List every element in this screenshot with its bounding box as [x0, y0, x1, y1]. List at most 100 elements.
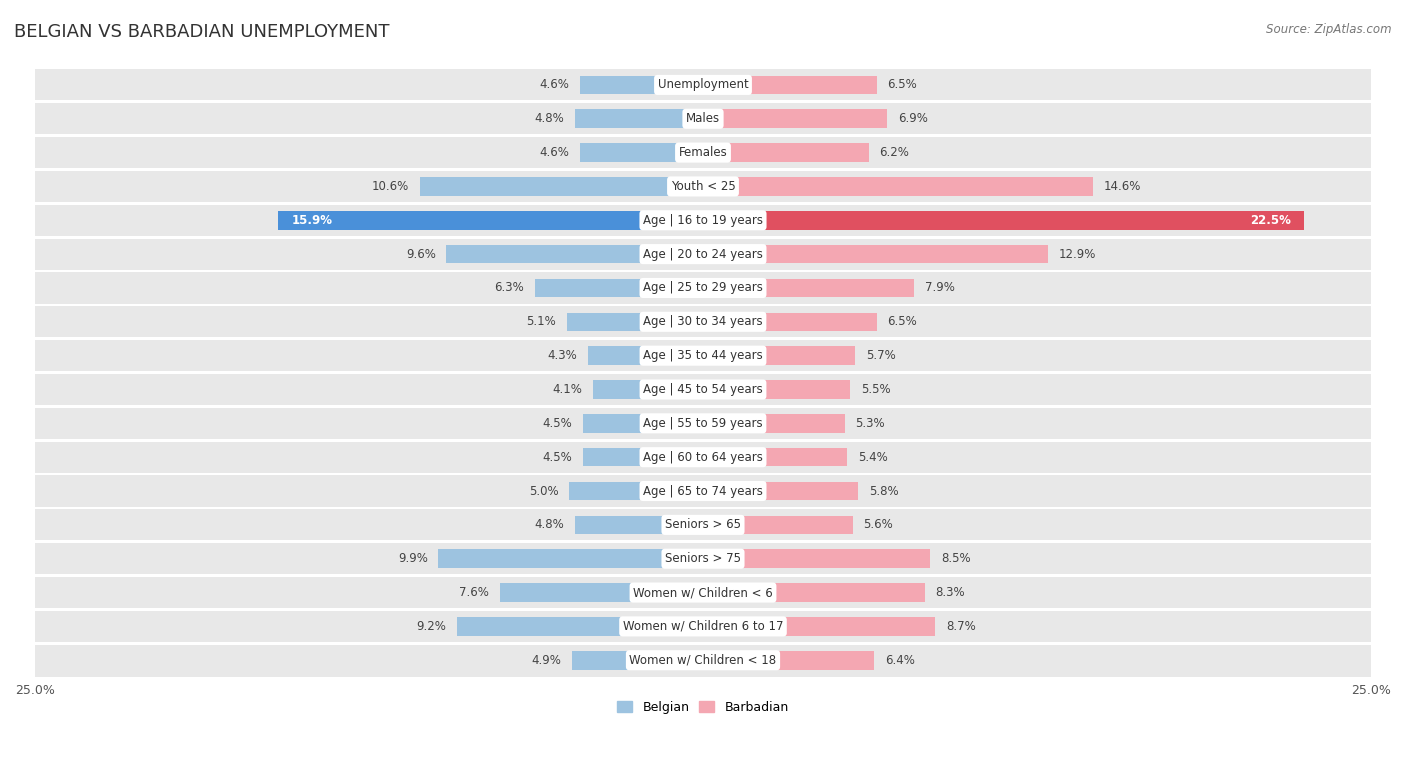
- Bar: [35, 474, 1371, 508]
- Bar: [703, 617, 935, 636]
- Text: 5.0%: 5.0%: [529, 484, 558, 497]
- Text: 4.5%: 4.5%: [543, 450, 572, 464]
- Text: Age | 60 to 64 years: Age | 60 to 64 years: [643, 450, 763, 464]
- Bar: [35, 338, 1371, 340]
- Text: 6.4%: 6.4%: [884, 654, 914, 667]
- Text: 4.6%: 4.6%: [540, 146, 569, 159]
- Bar: [35, 575, 1371, 577]
- Bar: [35, 338, 1371, 372]
- Bar: [703, 481, 858, 500]
- Text: 4.5%: 4.5%: [543, 417, 572, 430]
- Text: 9.2%: 9.2%: [416, 620, 447, 633]
- Bar: [35, 506, 1371, 509]
- Text: 5.5%: 5.5%: [860, 383, 890, 396]
- Bar: [35, 168, 1371, 171]
- Bar: [703, 347, 855, 365]
- Bar: [582, 448, 703, 466]
- Text: 6.2%: 6.2%: [879, 146, 910, 159]
- Text: 9.9%: 9.9%: [398, 552, 427, 565]
- Bar: [35, 609, 1371, 643]
- Bar: [35, 101, 1371, 103]
- Bar: [35, 540, 1371, 544]
- Bar: [35, 439, 1371, 441]
- Text: Seniors > 75: Seniors > 75: [665, 552, 741, 565]
- Bar: [35, 136, 1371, 170]
- Bar: [703, 313, 877, 331]
- Bar: [35, 608, 1371, 611]
- Bar: [35, 271, 1371, 305]
- Bar: [588, 347, 703, 365]
- Text: Age | 30 to 34 years: Age | 30 to 34 years: [643, 316, 763, 329]
- Bar: [35, 642, 1371, 645]
- Bar: [35, 304, 1371, 307]
- Text: 4.1%: 4.1%: [553, 383, 582, 396]
- Text: 4.9%: 4.9%: [531, 654, 561, 667]
- Bar: [703, 380, 851, 399]
- Bar: [582, 414, 703, 433]
- Bar: [703, 211, 1305, 229]
- Bar: [581, 143, 703, 162]
- Bar: [703, 279, 914, 298]
- Text: 10.6%: 10.6%: [371, 180, 409, 193]
- Text: Age | 25 to 29 years: Age | 25 to 29 years: [643, 282, 763, 294]
- Bar: [703, 414, 845, 433]
- Text: 12.9%: 12.9%: [1059, 248, 1095, 260]
- Text: Females: Females: [679, 146, 727, 159]
- Bar: [447, 245, 703, 263]
- Bar: [35, 305, 1371, 338]
- Bar: [703, 110, 887, 128]
- Bar: [35, 170, 1371, 204]
- Bar: [575, 516, 703, 534]
- Bar: [35, 134, 1371, 137]
- Text: 14.6%: 14.6%: [1104, 180, 1142, 193]
- Text: 5.3%: 5.3%: [855, 417, 884, 430]
- Text: 9.6%: 9.6%: [406, 248, 436, 260]
- Text: Unemployment: Unemployment: [658, 79, 748, 92]
- Bar: [35, 202, 1371, 204]
- Text: Women w/ Children 6 to 17: Women w/ Children 6 to 17: [623, 620, 783, 633]
- Bar: [35, 407, 1371, 441]
- Text: 8.3%: 8.3%: [935, 586, 965, 599]
- Bar: [501, 583, 703, 602]
- Text: 6.5%: 6.5%: [887, 316, 917, 329]
- Bar: [534, 279, 703, 298]
- Text: 5.8%: 5.8%: [869, 484, 898, 497]
- Text: 4.8%: 4.8%: [534, 519, 564, 531]
- Text: BELGIAN VS BARBADIAN UNEMPLOYMENT: BELGIAN VS BARBADIAN UNEMPLOYMENT: [14, 23, 389, 41]
- Bar: [703, 245, 1047, 263]
- Bar: [35, 102, 1371, 136]
- Text: 8.7%: 8.7%: [946, 620, 976, 633]
- Text: Age | 35 to 44 years: Age | 35 to 44 years: [643, 349, 763, 362]
- Bar: [572, 651, 703, 669]
- Text: 7.9%: 7.9%: [925, 282, 955, 294]
- Bar: [703, 177, 1092, 196]
- Text: 4.8%: 4.8%: [534, 112, 564, 125]
- Bar: [439, 550, 703, 568]
- Text: 22.5%: 22.5%: [1250, 213, 1291, 227]
- Text: 6.5%: 6.5%: [887, 79, 917, 92]
- Bar: [703, 583, 925, 602]
- Text: 5.7%: 5.7%: [866, 349, 896, 362]
- Text: Seniors > 65: Seniors > 65: [665, 519, 741, 531]
- Bar: [457, 617, 703, 636]
- Text: Age | 16 to 19 years: Age | 16 to 19 years: [643, 213, 763, 227]
- Bar: [581, 76, 703, 94]
- Bar: [420, 177, 703, 196]
- Bar: [567, 313, 703, 331]
- Bar: [575, 110, 703, 128]
- Bar: [35, 269, 1371, 273]
- Text: Age | 45 to 54 years: Age | 45 to 54 years: [643, 383, 763, 396]
- Text: 8.5%: 8.5%: [941, 552, 970, 565]
- Bar: [35, 204, 1371, 237]
- Text: Age | 65 to 74 years: Age | 65 to 74 years: [643, 484, 763, 497]
- Text: 4.3%: 4.3%: [548, 349, 578, 362]
- Text: 6.9%: 6.9%: [898, 112, 928, 125]
- Bar: [278, 211, 703, 229]
- Text: 4.6%: 4.6%: [540, 79, 569, 92]
- Text: Males: Males: [686, 112, 720, 125]
- Legend: Belgian, Barbadian: Belgian, Barbadian: [617, 700, 789, 714]
- Bar: [35, 68, 1371, 102]
- Text: Women w/ Children < 18: Women w/ Children < 18: [630, 654, 776, 667]
- Bar: [35, 237, 1371, 271]
- Bar: [35, 441, 1371, 474]
